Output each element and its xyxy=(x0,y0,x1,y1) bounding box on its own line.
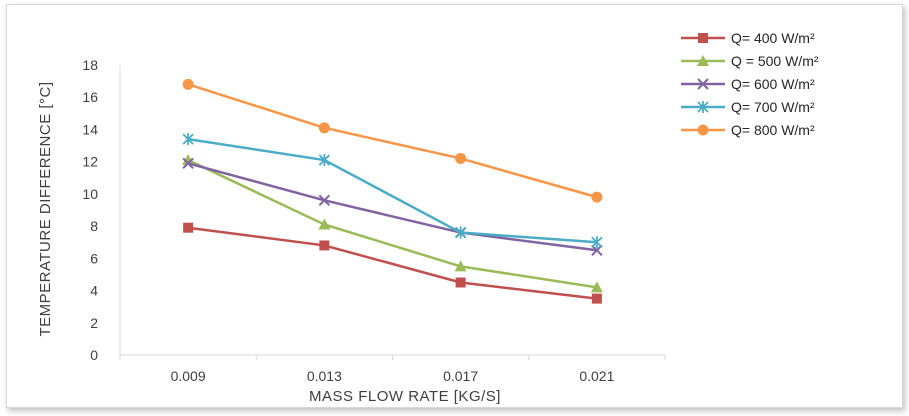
series-line xyxy=(187,137,597,244)
x-tick-label: 0.021 xyxy=(579,368,614,384)
legend-marker xyxy=(697,78,709,90)
data-point xyxy=(182,154,195,166)
legend-label: Q = 500 W/m² xyxy=(731,53,819,69)
legend-item-2: Q = 500 W/m² xyxy=(681,53,819,69)
legend-item-3: Q= 600 W/m² xyxy=(681,76,815,92)
series-1 xyxy=(183,222,602,304)
data-point xyxy=(591,191,603,203)
data-point xyxy=(183,222,194,233)
data-point xyxy=(590,281,603,293)
legend-label: Q= 400 W/m² xyxy=(731,30,815,46)
legend-item-4: Q= 700 W/m² xyxy=(681,99,815,115)
series-line xyxy=(187,226,598,300)
series-line xyxy=(187,158,598,289)
data-point xyxy=(454,226,467,239)
legend-marker xyxy=(697,55,709,66)
data-point xyxy=(182,157,194,169)
data-point xyxy=(591,293,602,304)
series-line xyxy=(187,83,598,199)
series-5 xyxy=(182,78,603,203)
y-tick-label: 18 xyxy=(82,57,98,73)
legend-item-5: Q= 800 W/m² xyxy=(681,122,815,138)
x-tick-label: 0.009 xyxy=(171,368,206,384)
legend-marker xyxy=(698,33,708,43)
data-point xyxy=(455,277,466,288)
legend-label: Q= 700 W/m² xyxy=(731,99,815,115)
legend-marker xyxy=(697,124,709,136)
data-point xyxy=(318,154,331,167)
legend-marker xyxy=(697,101,709,113)
y-tick-label: 2 xyxy=(90,315,98,331)
legend-label: Q= 800 W/m² xyxy=(731,122,815,138)
y-tick-label: 10 xyxy=(82,186,98,202)
y-tick-label: 12 xyxy=(82,154,98,170)
y-tick-label: 0 xyxy=(90,347,98,363)
series-2 xyxy=(182,154,603,293)
data-point xyxy=(318,122,330,134)
chart-frame xyxy=(6,4,903,408)
data-point xyxy=(318,218,331,230)
data-point xyxy=(319,240,330,251)
x-tick-label: 0.017 xyxy=(443,368,478,384)
legend-label: Q= 600 W/m² xyxy=(731,76,815,92)
series-3 xyxy=(182,157,603,256)
data-point xyxy=(182,78,194,90)
x-axis-title: MASS FLOW RATE [KG/S] xyxy=(309,388,501,405)
legend-item-1: Q= 400 W/m² xyxy=(681,30,815,46)
y-tick-label: 14 xyxy=(82,121,98,137)
data-point xyxy=(454,260,467,272)
data-point xyxy=(182,133,194,146)
y-axis-title: TEMPERATURE DIFFERENCE [°C] xyxy=(37,81,54,336)
data-point xyxy=(591,244,603,256)
data-point xyxy=(455,152,467,164)
y-tick-label: 4 xyxy=(90,283,98,299)
y-tick-label: 8 xyxy=(90,218,98,234)
series-line xyxy=(187,162,598,252)
y-tick-label: 6 xyxy=(90,250,98,266)
data-point xyxy=(591,236,603,249)
data-point xyxy=(318,194,331,207)
x-tick-label: 0.013 xyxy=(307,368,342,384)
y-tick-label: 16 xyxy=(82,89,98,105)
series-4 xyxy=(182,133,603,249)
